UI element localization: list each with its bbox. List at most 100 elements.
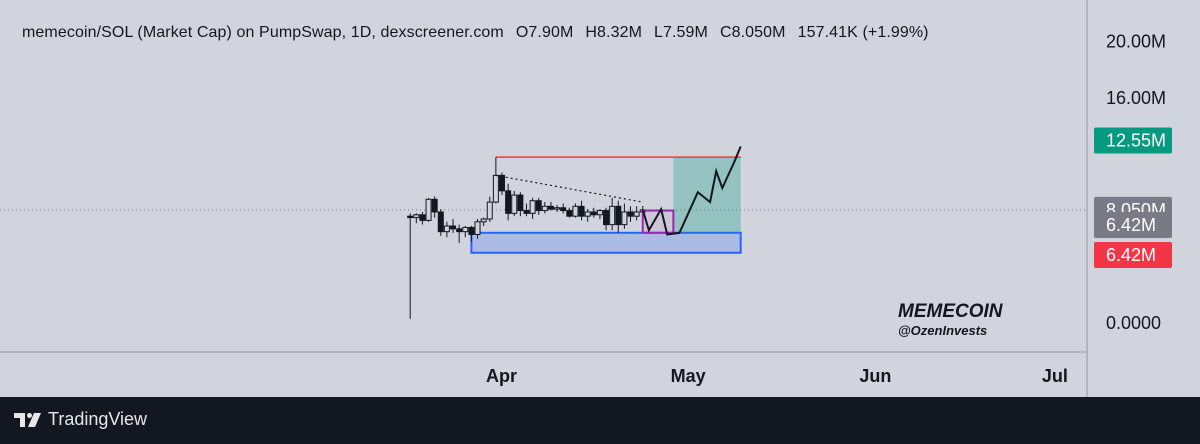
time-axis-tick: Jun [859,366,891,386]
chart-area[interactable]: 20.00M 16.00M 0.0000 Apr May Jun Jul 12.55M 8.0… [0,0,1200,397]
candle-body [468,226,475,235]
candle-body [615,205,622,226]
candle [474,218,481,239]
candle-body [413,214,420,219]
candle-body [609,205,616,226]
ohlc-change: 157.41K (+1.99%) [797,24,929,41]
candle [633,206,640,221]
candle [492,157,499,204]
candle [517,192,524,217]
support-zone [470,231,742,254]
candle [480,217,487,227]
candle-body [633,211,640,217]
candle-body [523,210,530,214]
projected-path [641,146,742,236]
candle-body [627,211,634,217]
price-tag-last-gray: 6.42M [1094,212,1172,238]
candle-body [437,211,444,233]
tradingview-logo-icon[interactable] [14,411,42,429]
time-axis-tick: May [671,366,706,386]
candle-body [584,211,591,217]
candle [541,202,548,214]
candle [462,226,469,238]
candle-body [462,226,469,233]
candle-body [407,215,414,219]
price-axis-tick: 16.00M [1106,88,1166,108]
candle-body [486,201,493,220]
candle [566,207,573,218]
candle-body [566,210,573,217]
candle [425,197,432,222]
candle [419,211,426,225]
candle [590,207,597,218]
candle [627,206,634,222]
candle-body [505,190,512,214]
candle [603,207,610,231]
candle [443,221,450,238]
candle [505,183,512,221]
ohlc-close: C8.050M [719,24,786,41]
candle-body [596,210,603,216]
candle-body [499,174,505,192]
price-tag-bg [1094,212,1172,238]
candle [560,203,567,214]
candle [572,203,579,218]
candle-body [511,194,518,214]
price-tag-stop: 6.42M [1094,242,1172,268]
time-axis-tick: Jul [1042,366,1068,386]
candle [523,203,530,217]
price-tag-bg [1094,242,1172,268]
candle [578,200,585,221]
candle-body [529,200,536,214]
candle-body [547,205,554,210]
watermark-title: MEMECOIN [898,301,1003,322]
candle-body [419,214,426,221]
price-tag-target: 12.55M [1094,127,1172,154]
candle-body [492,174,499,203]
candle-body [560,207,567,212]
candle-body [474,221,481,235]
tradingview-brand-label: TradingView [48,409,148,429]
time-axis-tick: Apr [486,366,517,386]
candle [450,218,457,234]
candle [407,213,414,319]
candle [547,202,554,211]
candle [584,209,591,222]
watermark-handle: @OzenInvests [898,323,988,338]
footer-bar: TradingView [0,397,1200,444]
price-tag-label: 6.42M [1106,215,1156,235]
candle-body [431,198,438,213]
candle-body [541,205,548,212]
candle-body [554,207,561,210]
candle [486,196,493,222]
candle-body [603,210,610,226]
candle [431,196,438,218]
candle-body [480,218,487,223]
candle-body [621,211,628,226]
symbol-info: memecoin/SOL (Market Cap) on PumpSwap, 1… [22,24,504,41]
candle [554,204,561,212]
candle-body [572,205,579,217]
price-tag-label: 6.42M [1106,245,1156,265]
candle [456,224,463,243]
ohlc-high: H8.32M [585,24,642,41]
candle-body [443,225,450,233]
candle [596,209,603,219]
price-tag-label: 12.55M [1106,131,1166,151]
candle-body [578,205,585,217]
price-tag-bg [1094,127,1172,154]
price-axis-tick: 20.00M [1106,32,1166,52]
ohlc-open: O7.90M [515,24,574,41]
candle-body [450,225,457,230]
candle-body [517,194,524,212]
candle [511,190,518,217]
candle-body [456,228,463,233]
price-axis-tick: 0.0000 [1106,313,1161,333]
candle [535,197,542,215]
candle [609,197,616,231]
ohlc-low: L7.59M [654,24,708,41]
symbol-legend: memecoin/SOL (Market Cap) on PumpSwap, 1… [22,24,929,42]
candle-body [590,211,597,216]
candle [621,203,628,229]
